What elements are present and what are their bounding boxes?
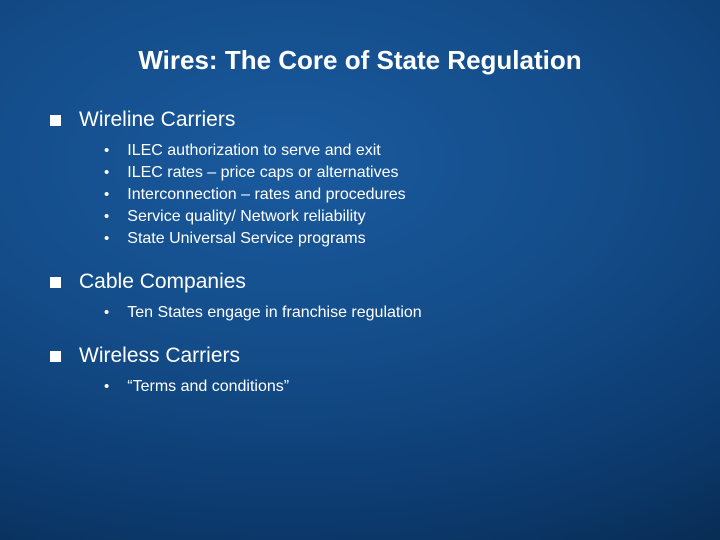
item-text: Ten States engage in franchise regulatio… (127, 304, 421, 322)
slide-title: Wires: The Core of State Regulation (50, 45, 670, 76)
section-heading: Cable Companies (79, 270, 246, 294)
item-text: Interconnection – rates and procedures (127, 186, 405, 204)
section-items: • “Terms and conditions” (104, 378, 670, 396)
section-wireline: Wireline Carriers • ILEC authorization t… (50, 108, 670, 248)
dot-bullet-icon: • (104, 378, 109, 395)
list-item: • State Universal Service programs (104, 230, 670, 248)
dot-bullet-icon: • (104, 208, 109, 225)
dot-bullet-icon: • (104, 142, 109, 159)
section-heading: Wireline Carriers (79, 108, 235, 132)
dot-bullet-icon: • (104, 230, 109, 247)
section-wireless: Wireless Carriers • “Terms and condition… (50, 344, 670, 396)
item-text: ILEC authorization to serve and exit (127, 142, 380, 160)
section-heading-row: Cable Companies (50, 270, 670, 294)
section-heading-row: Wireline Carriers (50, 108, 670, 132)
section-cable: Cable Companies • Ten States engage in f… (50, 270, 670, 322)
list-item: • Ten States engage in franchise regulat… (104, 304, 670, 322)
list-item: • ILEC rates – price caps or alternative… (104, 164, 670, 182)
section-heading-row: Wireless Carriers (50, 344, 670, 368)
list-item: • “Terms and conditions” (104, 378, 670, 396)
square-bullet-icon (50, 277, 61, 288)
list-item: • Service quality/ Network reliability (104, 208, 670, 226)
dot-bullet-icon: • (104, 164, 109, 181)
section-items: • ILEC authorization to serve and exit •… (104, 142, 670, 248)
item-text: ILEC rates – price caps or alternatives (127, 164, 398, 182)
item-text: State Universal Service programs (127, 230, 365, 248)
square-bullet-icon (50, 351, 61, 362)
item-text: Service quality/ Network reliability (127, 208, 365, 226)
section-heading: Wireless Carriers (79, 344, 240, 368)
section-items: • Ten States engage in franchise regulat… (104, 304, 670, 322)
dot-bullet-icon: • (104, 186, 109, 203)
item-text: “Terms and conditions” (127, 378, 289, 396)
list-item: • Interconnection – rates and procedures (104, 186, 670, 204)
square-bullet-icon (50, 115, 61, 126)
dot-bullet-icon: • (104, 304, 109, 321)
slide: Wires: The Core of State Regulation Wire… (0, 0, 720, 540)
list-item: • ILEC authorization to serve and exit (104, 142, 670, 160)
